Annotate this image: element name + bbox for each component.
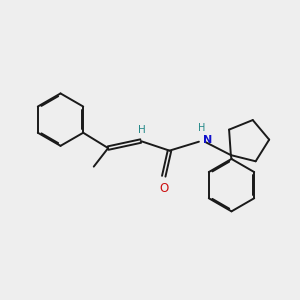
Text: N: N [203, 135, 212, 146]
Text: H: H [198, 123, 205, 134]
Text: H: H [137, 125, 145, 135]
Text: O: O [160, 182, 169, 195]
